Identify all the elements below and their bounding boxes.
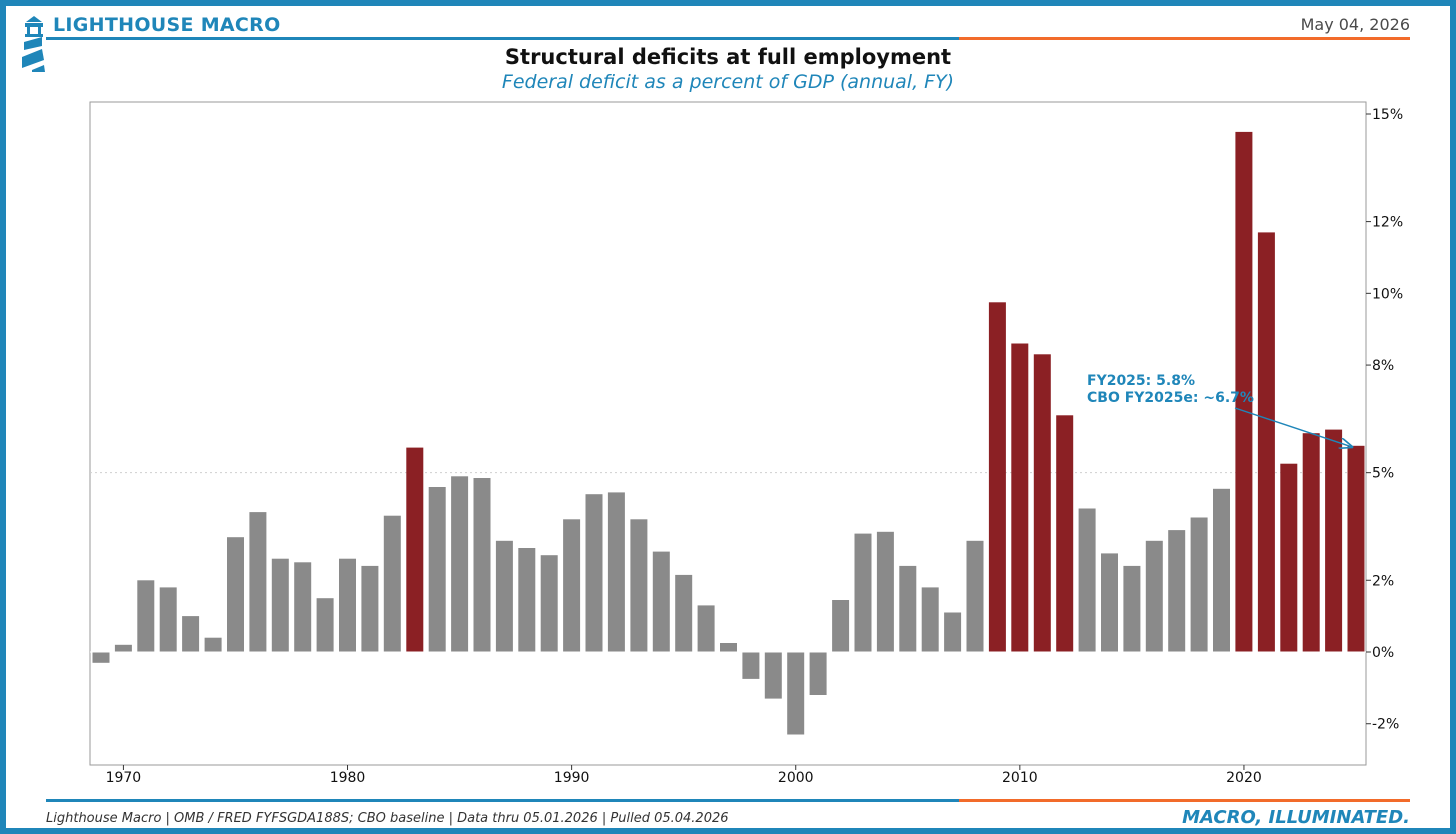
x-tick-label: 2020 — [1226, 770, 1262, 786]
bar-2012 — [1056, 415, 1074, 652]
bar-1994 — [652, 551, 670, 652]
bar-2010 — [1011, 343, 1029, 652]
bar-1999 — [764, 652, 782, 699]
bar-1981 — [361, 565, 379, 652]
bar-1978 — [294, 562, 312, 652]
bar-2007 — [944, 612, 962, 652]
x-tick-label: 2000 — [778, 770, 814, 786]
bar-2023 — [1302, 433, 1320, 652]
bar-2009 — [988, 302, 1006, 652]
bar-2015 — [1123, 565, 1141, 652]
chart-subtitle: Federal deficit as a percent of GDP (ann… — [501, 71, 955, 93]
bar-2021 — [1257, 232, 1275, 652]
bar-1990 — [563, 519, 581, 652]
bar-1974 — [204, 637, 222, 652]
bar-2013 — [1078, 508, 1096, 652]
bar-1983 — [406, 447, 424, 652]
bar-1998 — [742, 652, 760, 679]
bar-2006 — [921, 587, 939, 652]
plot-area — [89, 101, 1367, 766]
bar-2001 — [809, 652, 827, 695]
bar-2016 — [1145, 540, 1163, 652]
bar-2018 — [1190, 517, 1208, 652]
bar-2003 — [854, 533, 872, 652]
chart-title: Structural deficits at full employment — [504, 45, 952, 69]
bar-2000 — [787, 652, 805, 735]
x-tick-label: 1970 — [106, 770, 142, 786]
bar-2005 — [899, 565, 917, 652]
header-rule-orange — [959, 37, 1410, 40]
source-note: Lighthouse Macro | OMB / FRED FYFSGDA188… — [46, 811, 729, 826]
y-tick-label: 2% — [1372, 573, 1394, 589]
y-tick-label: 5% — [1372, 466, 1394, 482]
tagline: MACRO, ILLUMINATED. — [1182, 807, 1410, 828]
bar-2008 — [966, 540, 984, 652]
bar-1991 — [585, 494, 603, 652]
bar-2019 — [1213, 488, 1230, 652]
bar-2020 — [1235, 131, 1253, 652]
bar-1970 — [114, 644, 132, 652]
bar-2002 — [832, 600, 850, 652]
bar-1996 — [697, 605, 715, 652]
bar-1980 — [339, 558, 356, 652]
bar-2022 — [1280, 463, 1298, 652]
bar-2024 — [1325, 429, 1343, 652]
y-tick-label: 15% — [1372, 107, 1403, 123]
bar-2025 — [1347, 445, 1365, 652]
bar-1992 — [607, 492, 625, 652]
bar-1975 — [227, 537, 244, 652]
bar-1971 — [137, 580, 155, 652]
bar-1987 — [495, 540, 513, 652]
bar-2014 — [1101, 553, 1118, 652]
header-rule-blue — [46, 37, 959, 40]
bar-1993 — [630, 519, 648, 652]
y-tick-label: 10% — [1372, 286, 1403, 302]
bar-1989 — [540, 555, 558, 652]
bar-1982 — [383, 515, 401, 652]
bar-1972 — [159, 587, 177, 652]
footer-rule-blue — [46, 799, 959, 802]
bar-2004 — [876, 531, 894, 652]
bar-1988 — [518, 548, 536, 652]
annotation-line-actual: FY2025: 5.8% — [1087, 373, 1195, 389]
x-tick-label: 1990 — [554, 770, 590, 786]
lighthouse-logo-icon — [22, 16, 45, 72]
bar-2011 — [1033, 354, 1051, 652]
y-tick-label: -2% — [1372, 717, 1399, 733]
bar-1973 — [182, 616, 200, 652]
annotation-line-cbo: CBO FY2025e: ~6.7% — [1087, 390, 1254, 406]
bar-2017 — [1168, 530, 1186, 652]
bar-1977 — [271, 558, 289, 652]
bar-1985 — [451, 476, 469, 652]
bar-1979 — [316, 598, 334, 652]
x-tick-label: 1980 — [330, 770, 366, 786]
annotation-arrow — [1234, 407, 1352, 447]
bar-1997 — [720, 643, 737, 652]
brand-name: LIGHTHOUSE MACRO — [53, 14, 281, 36]
bar-1986 — [473, 478, 491, 652]
bar-1976 — [249, 512, 267, 652]
x-tick-label: 2010 — [1002, 770, 1038, 786]
bar-1969 — [92, 652, 110, 663]
bar-1995 — [675, 574, 693, 652]
bar-1984 — [428, 487, 446, 652]
y-tick-label: 12% — [1372, 215, 1403, 231]
y-tick-label: 0% — [1372, 645, 1394, 661]
y-tick-label: 8% — [1372, 358, 1394, 374]
footer-rule-orange — [959, 799, 1410, 802]
report-date: May 04, 2026 — [1300, 15, 1410, 34]
